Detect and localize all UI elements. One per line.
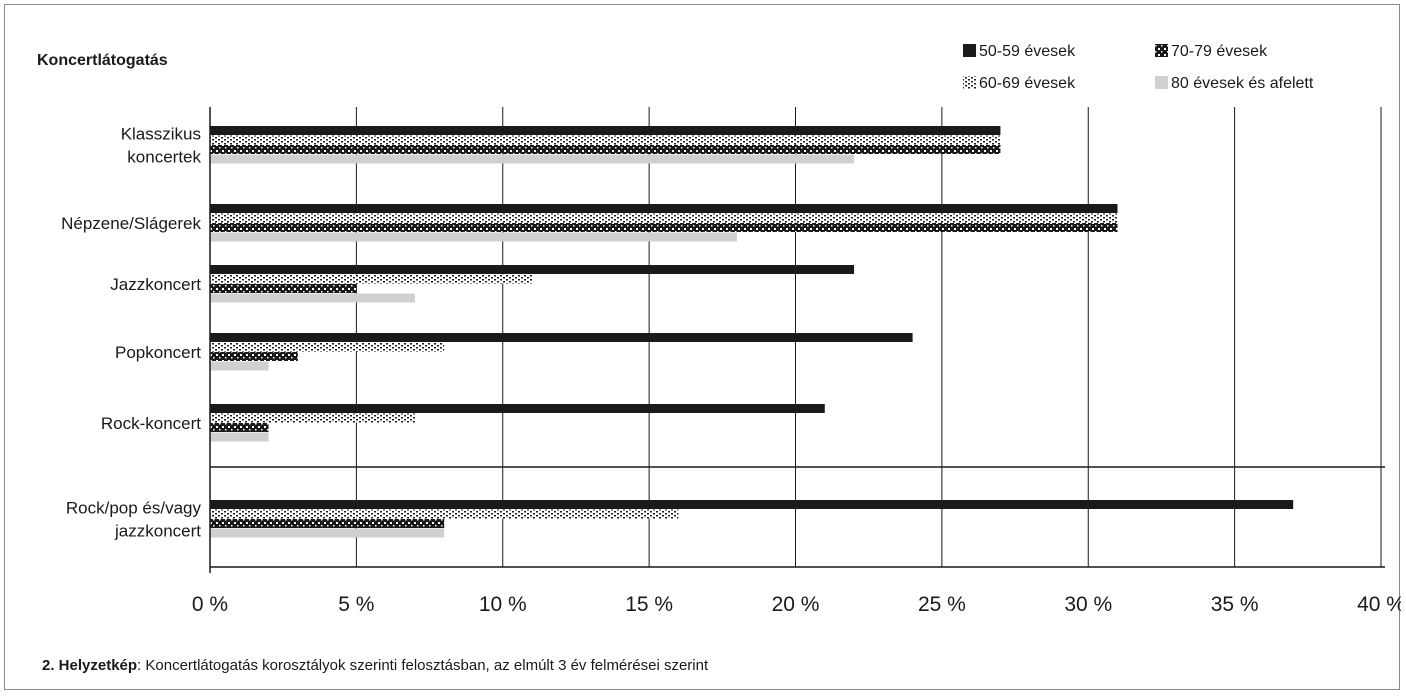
bar: [210, 126, 1001, 135]
chart-title: Koncertlátogatás: [37, 52, 168, 69]
bar: [210, 413, 415, 423]
chart-frame: Koncertlátogatás Klasszikus koncertek Népz…: [4, 4, 1401, 690]
axes: [209, 107, 1385, 573]
x-tick-label: 15 %: [625, 593, 673, 616]
bar: [210, 284, 357, 293]
figure-caption: 2. Helyzetkép: Koncertlátogatás korosztá…: [42, 657, 708, 674]
legend-label: 70-79 évesek: [1171, 43, 1268, 60]
x-tick-label: 10 %: [479, 593, 527, 616]
bar: [210, 154, 855, 164]
bar: [210, 293, 415, 303]
bar: [210, 223, 1118, 232]
x-tick-label: 20 %: [772, 593, 820, 616]
category-label: Népzene/Slágerek: [61, 214, 201, 233]
bar: [210, 500, 1294, 509]
legend: 50-59 évesek 60-69 évesek 70-79 évesek 80 é…: [963, 43, 1314, 92]
caption-label: 2. Helyzetkép: [42, 657, 138, 674]
bar: [210, 423, 269, 432]
bar: [210, 342, 445, 352]
x-tick-label: 25 %: [918, 593, 966, 616]
bar: [210, 404, 825, 413]
legend-swatch: [1155, 76, 1168, 89]
bars: [210, 126, 1294, 538]
x-tick-label: 0 %: [192, 593, 228, 616]
x-tick-label: 40 %: [1357, 593, 1401, 616]
legend-swatch: [1155, 44, 1168, 57]
category-label: koncertek: [127, 148, 201, 167]
category-label: Rock-koncert: [101, 414, 201, 433]
x-tick-label: 5 %: [338, 593, 374, 616]
x-tick-label: 35 %: [1211, 593, 1259, 616]
bar: [210, 361, 269, 371]
category-label: jazzkoncert: [114, 522, 201, 541]
caption-text: : Koncertlátogatás korosztályok szerinti…: [137, 657, 709, 674]
bar: [210, 528, 445, 538]
category-label: Klasszikus: [121, 125, 201, 144]
category-label: Rock/pop és/vagy: [66, 499, 202, 518]
category-label: Popkoncert: [115, 343, 201, 362]
bar: [210, 274, 533, 284]
category-labels: Klasszikus koncertek Népzene/Slágerek Jazzk…: [61, 125, 201, 541]
bar: [210, 204, 1118, 213]
legend-label: 50-59 évesek: [979, 43, 1076, 60]
bar: [210, 145, 1001, 154]
bar: [210, 232, 737, 242]
bar: [210, 333, 913, 342]
x-tick-labels: 0 % 5 % 10 % 15 % 20 % 25 % 30 % 35 % 40 %: [192, 593, 1401, 616]
bar-chart: Koncertlátogatás Klasszikus koncertek Népz…: [37, 43, 1401, 616]
bar: [210, 265, 855, 274]
legend-swatch: [963, 76, 976, 89]
legend-swatch: [963, 44, 976, 57]
legend-label: 80 évesek és afelett: [1171, 75, 1314, 92]
category-label: Jazzkoncert: [110, 275, 201, 294]
bar: [210, 135, 1001, 145]
legend-label: 60-69 évesek: [979, 75, 1076, 92]
bar: [210, 352, 298, 361]
bar: [210, 519, 445, 528]
x-tick-label: 30 %: [1064, 593, 1112, 616]
bar: [210, 509, 679, 519]
bar: [210, 213, 1118, 223]
bar: [210, 432, 269, 442]
